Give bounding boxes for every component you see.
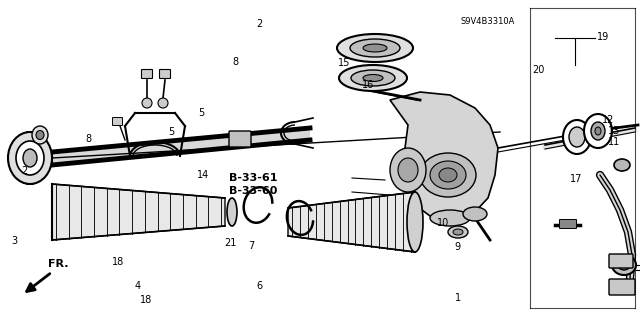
Polygon shape: [390, 92, 498, 225]
Ellipse shape: [453, 229, 463, 235]
Ellipse shape: [569, 127, 585, 147]
Text: 2: 2: [21, 166, 28, 176]
Ellipse shape: [337, 34, 413, 62]
FancyBboxPatch shape: [559, 219, 577, 228]
Text: 8: 8: [232, 57, 239, 67]
Circle shape: [142, 98, 152, 108]
Ellipse shape: [339, 65, 407, 91]
Text: 18: 18: [112, 256, 125, 267]
Text: S9V4B3310A: S9V4B3310A: [461, 17, 515, 26]
Text: 11: 11: [608, 137, 621, 147]
Polygon shape: [52, 128, 310, 165]
Ellipse shape: [363, 75, 383, 81]
Text: B-33-61: B-33-61: [229, 173, 278, 183]
Ellipse shape: [618, 260, 630, 270]
Text: 9: 9: [454, 242, 461, 252]
Text: 19: 19: [596, 32, 609, 42]
FancyBboxPatch shape: [113, 117, 122, 125]
FancyBboxPatch shape: [159, 70, 170, 78]
Text: 14: 14: [197, 170, 210, 181]
Text: 1: 1: [454, 293, 461, 303]
Text: 3: 3: [11, 236, 17, 246]
Ellipse shape: [32, 126, 48, 144]
Text: 12: 12: [602, 115, 614, 125]
Circle shape: [158, 98, 168, 108]
Ellipse shape: [420, 153, 476, 197]
FancyBboxPatch shape: [609, 254, 633, 268]
Ellipse shape: [36, 130, 44, 139]
Text: 8: 8: [85, 134, 92, 144]
Polygon shape: [288, 192, 415, 252]
Text: FR.: FR.: [48, 259, 68, 269]
Text: 5: 5: [198, 108, 205, 118]
Polygon shape: [52, 184, 225, 240]
Ellipse shape: [614, 159, 630, 171]
Text: 20: 20: [532, 64, 545, 75]
Ellipse shape: [350, 39, 400, 57]
Ellipse shape: [407, 192, 423, 252]
Text: 7: 7: [248, 241, 255, 251]
Ellipse shape: [463, 207, 487, 221]
FancyBboxPatch shape: [609, 279, 635, 295]
Ellipse shape: [563, 120, 591, 154]
Text: 5: 5: [168, 127, 175, 137]
Ellipse shape: [612, 255, 636, 275]
Text: 4: 4: [134, 280, 141, 291]
Ellipse shape: [351, 70, 395, 86]
Ellipse shape: [363, 44, 387, 52]
Ellipse shape: [430, 210, 470, 226]
Ellipse shape: [227, 198, 237, 226]
Text: 13: 13: [608, 126, 621, 136]
Ellipse shape: [448, 226, 468, 238]
Ellipse shape: [23, 149, 37, 167]
Ellipse shape: [16, 141, 44, 175]
Text: 18: 18: [140, 295, 152, 305]
Text: 16: 16: [362, 80, 374, 91]
FancyBboxPatch shape: [141, 70, 152, 78]
Ellipse shape: [591, 122, 605, 140]
Text: 21: 21: [224, 238, 237, 248]
Ellipse shape: [398, 158, 418, 182]
Ellipse shape: [390, 148, 426, 192]
Text: B-33-60: B-33-60: [229, 186, 278, 197]
Ellipse shape: [584, 114, 612, 148]
Text: 10: 10: [437, 218, 450, 228]
Text: 2: 2: [256, 19, 262, 29]
Text: 17: 17: [570, 174, 582, 184]
FancyBboxPatch shape: [229, 131, 251, 147]
Ellipse shape: [430, 161, 466, 189]
Ellipse shape: [8, 132, 52, 184]
Ellipse shape: [595, 127, 601, 135]
Ellipse shape: [439, 168, 457, 182]
Text: 6: 6: [256, 280, 262, 291]
Text: 15: 15: [338, 58, 351, 68]
